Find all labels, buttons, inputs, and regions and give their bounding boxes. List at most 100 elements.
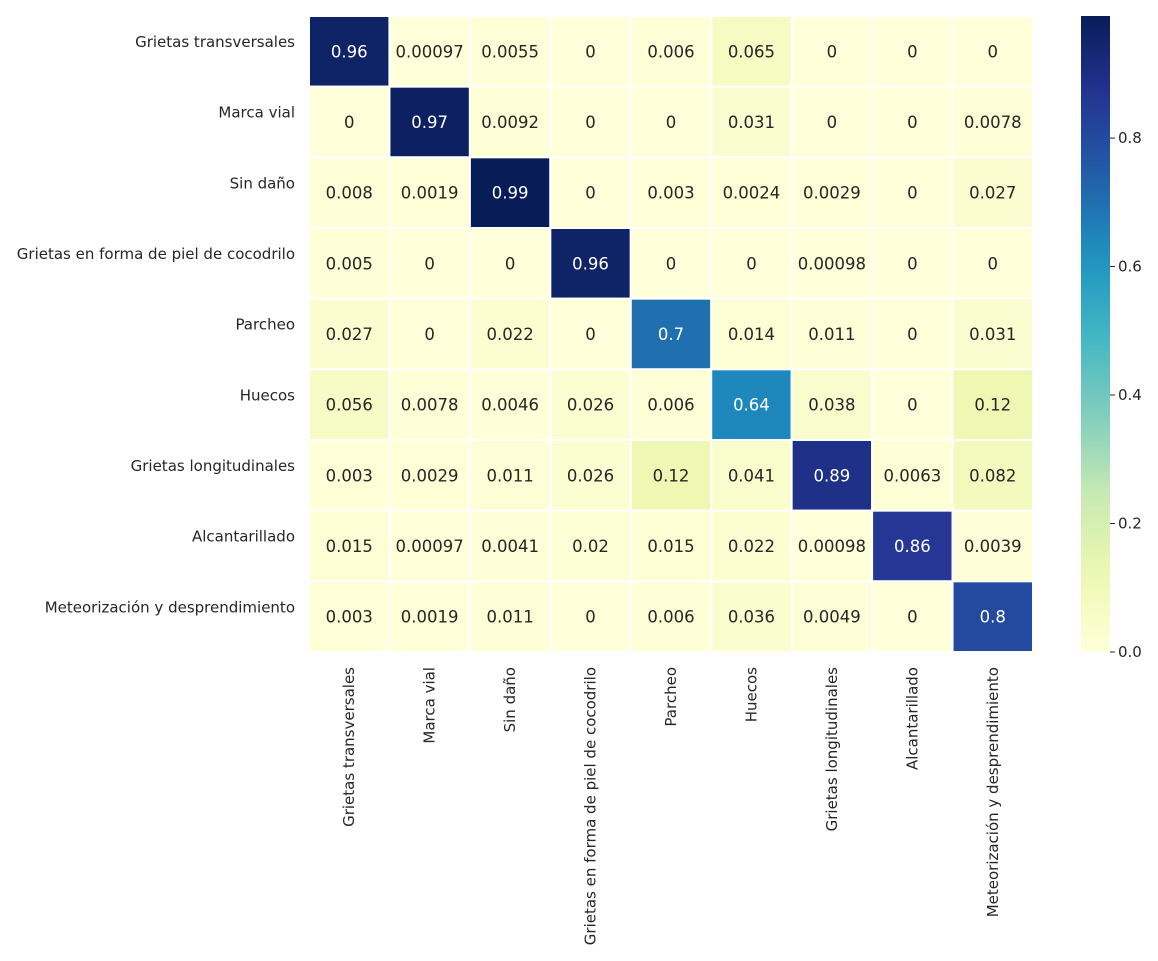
cell-value-label: 0	[585, 42, 596, 61]
cell-value-label: 0.038	[808, 396, 855, 415]
cell-value-label: 0.036	[728, 608, 775, 627]
cell-value-label: 0	[907, 325, 918, 344]
heatmap-cell	[629, 368, 713, 442]
cell-value-label: 0	[907, 254, 918, 273]
colorbar-tick-label: 0.0	[1118, 643, 1142, 661]
cell-value-label: 0.011	[486, 466, 533, 485]
heatmap-cell	[388, 227, 471, 300]
cell-value-label: 0.99	[492, 184, 529, 203]
cell-value-label: 0.00098	[798, 537, 866, 556]
heatmap-cell	[468, 156, 552, 229]
x-axis-labels: Grietas transversales Marca vial Sin daño G…	[340, 667, 1002, 945]
heatmap-cell	[790, 509, 874, 583]
cell-value-label: 0.0046	[481, 396, 539, 415]
heatmap-cell	[308, 297, 391, 371]
cell-value-label: 0.0024	[723, 184, 781, 203]
cell-value-label: 0	[424, 325, 435, 344]
cell-value-label: 0	[988, 254, 999, 273]
heatmap-cell	[388, 156, 471, 229]
cell-value-label: 0.0092	[481, 113, 539, 132]
heatmap-cell	[468, 85, 552, 159]
heatmap-cell	[308, 509, 391, 583]
cell-value-label: 0.031	[969, 325, 1016, 344]
heatmap-cell	[308, 85, 391, 159]
heatmap-cell	[468, 509, 552, 583]
cell-value-label: 0.031	[728, 113, 775, 132]
cell-value-label: 0.003	[647, 184, 694, 203]
heatmap-cell	[710, 580, 793, 653]
heatmap-cell	[629, 156, 713, 229]
cell-value-label: 0.008	[326, 184, 373, 203]
cell-value-label: 0	[666, 113, 677, 132]
cell-value-label: 0.0029	[401, 466, 459, 485]
cell-value-label: 0.0029	[803, 184, 861, 203]
heatmap-cell	[629, 85, 713, 159]
x-tick-label: Grietas longitudinales	[823, 667, 841, 832]
heatmap-cell	[790, 439, 874, 512]
cell-value-label: 0	[907, 42, 918, 61]
colorbar-tick-label: 0.2	[1118, 515, 1142, 533]
cell-value-label: 0	[585, 113, 596, 132]
cell-value-label: 0.082	[969, 466, 1016, 485]
cell-value-label: 0	[907, 608, 918, 627]
heatmap-cell	[790, 580, 874, 653]
y-tick-label: Grietas longitudinales	[131, 457, 296, 475]
heatmap-cell	[951, 580, 1034, 653]
cell-value-label: 0.056	[326, 396, 373, 415]
cell-value-label: 0.8	[980, 608, 1006, 627]
cell-value-label: 0.003	[326, 466, 373, 485]
cell-value-label: 0.96	[331, 42, 368, 61]
heatmap-cell	[710, 15, 793, 88]
colorbar-tick-label: 0.4	[1118, 386, 1142, 404]
cell-value-label: 0.026	[567, 396, 614, 415]
x-tick-label: Grietas transversales	[340, 667, 358, 827]
heatmap-cell	[308, 368, 391, 442]
colorbar-tick-label: 0.8	[1118, 129, 1142, 147]
cell-value-label: 0	[988, 42, 999, 61]
cell-value-label: 0.7	[658, 325, 684, 344]
cell-value-label: 0.97	[411, 113, 448, 132]
heatmap-cell	[468, 368, 552, 442]
cell-value-label: 0.041	[728, 466, 775, 485]
cell-value-label: 0.011	[486, 608, 533, 627]
heatmap-cell	[549, 509, 632, 583]
heatmap-cell	[549, 580, 632, 653]
heatmap-cell	[951, 368, 1034, 442]
x-tick-label: Huecos	[742, 667, 760, 722]
heatmap-cell	[871, 85, 954, 159]
heatmap-cell	[308, 15, 391, 88]
heatmap-cell	[549, 297, 632, 371]
cell-value-label: 0.015	[326, 537, 373, 556]
heatmap-cell	[710, 368, 793, 442]
y-axis-labels: Grietas transversales Marca vial Sin daño G…	[17, 33, 295, 616]
cell-value-label: 0.027	[969, 184, 1016, 203]
cell-value-label: 0.0078	[964, 113, 1022, 132]
cell-value-label: 0.011	[808, 325, 855, 344]
cell-value-label: 0.0019	[401, 184, 459, 203]
y-tick-label: Grietas en forma de piel de cocodrilo	[17, 245, 295, 263]
cell-value-label: 0	[585, 608, 596, 627]
cell-value-label: 0	[344, 113, 355, 132]
cell-value-label: 0	[666, 254, 677, 273]
y-tick-label: Meteorización y desprendimiento	[45, 598, 295, 616]
cell-value-label: 0	[907, 113, 918, 132]
heatmap-cell	[951, 85, 1034, 159]
heatmap-cell	[388, 368, 471, 442]
x-tick-label: Parcheo	[662, 667, 680, 727]
cell-value-label: 0	[827, 113, 838, 132]
heatmap-cell	[629, 509, 713, 583]
x-tick-label: Marca vial	[421, 667, 439, 744]
cell-value-label: 0	[907, 396, 918, 415]
cell-value-label: 0.86	[894, 537, 931, 556]
cell-value-label: 0.0019	[401, 608, 459, 627]
cell-value-label: 0.015	[647, 537, 694, 556]
cell-value-label: 0.00098	[798, 254, 866, 273]
cell-value-label: 0.003	[326, 608, 373, 627]
x-tick-label: Alcantarillado	[903, 667, 921, 770]
heatmap-cell	[549, 368, 632, 442]
heatmap-cell	[549, 227, 632, 300]
cell-value-label: 0	[907, 184, 918, 203]
cell-value-label: 0.12	[653, 466, 690, 485]
cell-value-label: 0.00097	[396, 537, 464, 556]
cell-value-label: 0.0049	[803, 608, 861, 627]
